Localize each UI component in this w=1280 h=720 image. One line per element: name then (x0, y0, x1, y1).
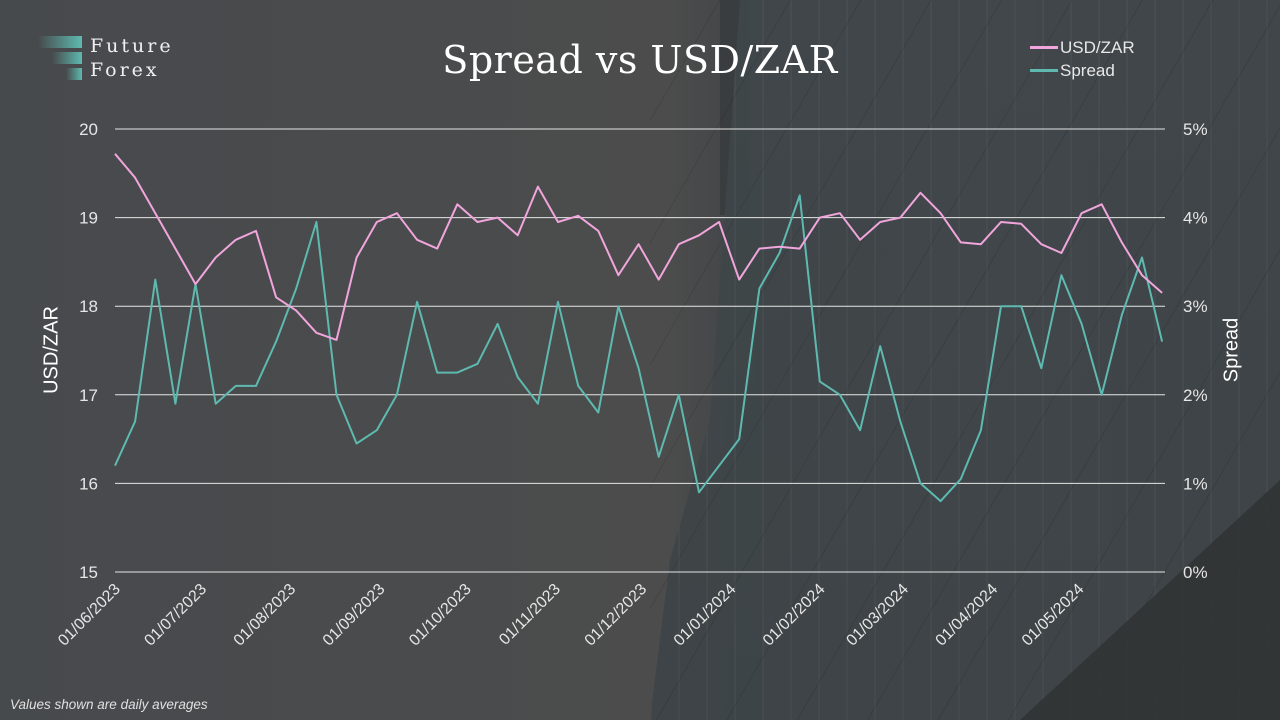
y-left-tick-label: 19 (79, 209, 98, 228)
legend-label: Spread (1060, 60, 1115, 80)
x-tick-label: 01/10/2023 (406, 581, 475, 650)
y-left-tick-label: 16 (79, 474, 98, 493)
legend-item-usdzar[interactable]: USD/ZAR (1030, 36, 1135, 59)
logo-bar-icon (38, 36, 82, 48)
x-tick-label: 01/05/2024 (1019, 581, 1088, 650)
legend-line-icon (1030, 69, 1058, 72)
y-left-tick-label: 15 (79, 563, 98, 582)
x-tick-label: 01/03/2024 (843, 581, 912, 650)
brand-line-1: Future (90, 35, 174, 57)
brand-logo: Future Forex (38, 34, 198, 86)
y-right-tick-label: 1% (1183, 474, 1208, 493)
brand-name: Future Forex (90, 34, 174, 82)
y-axis-right-ticks: 5% 4% 3% 2% 1% 0% (1183, 120, 1208, 582)
legend-line-icon (1030, 46, 1058, 49)
x-tick-label: 01/09/2023 (320, 581, 389, 650)
legend-label: USD/ZAR (1060, 37, 1135, 57)
y-right-tick-label: 2% (1183, 386, 1208, 405)
y-right-tick-label: 5% (1183, 120, 1208, 139)
legend-item-spread[interactable]: Spread (1030, 59, 1135, 82)
x-tick-label: 01/02/2024 (760, 581, 829, 650)
x-tick-label: 01/07/2023 (141, 581, 210, 650)
y-right-tick-label: 0% (1183, 563, 1208, 582)
x-tick-label: 01/01/2024 (671, 581, 740, 650)
x-tick-label: 01/08/2023 (231, 581, 300, 650)
x-tick-label: 01/04/2024 (933, 581, 1002, 650)
x-tick-label: 01/06/2023 (55, 581, 124, 650)
brand-line-2: Forex (90, 59, 160, 81)
footnote: Values shown are daily averages (10, 697, 208, 712)
chart-legend: USD/ZAR Spread (1030, 36, 1135, 82)
logo-bar-icon (52, 52, 82, 64)
y-axis-right-title: Spread (1220, 317, 1243, 383)
x-axis-ticks: 01/06/2023 01/07/2023 01/08/2023 01/09/2023… (55, 581, 1087, 650)
y-left-tick-label: 18 (79, 297, 98, 316)
y-right-tick-label: 4% (1183, 209, 1208, 228)
y-axis-left-title: USD/ZAR (40, 306, 63, 394)
x-tick-label: 01/11/2023 (496, 581, 564, 649)
logo-bar-icon (66, 68, 82, 80)
y-left-tick-label: 17 (79, 386, 98, 405)
chart-title: Spread vs USD/ZAR (442, 38, 838, 82)
series-line-usdzar (114, 153, 1163, 341)
series-line-spread (114, 194, 1164, 503)
x-tick-label: 01/12/2023 (582, 581, 651, 650)
y-left-tick-label: 20 (79, 120, 98, 139)
y-right-tick-label: 3% (1183, 297, 1208, 316)
y-axis-left-ticks: 20 19 18 17 16 15 (79, 120, 98, 582)
